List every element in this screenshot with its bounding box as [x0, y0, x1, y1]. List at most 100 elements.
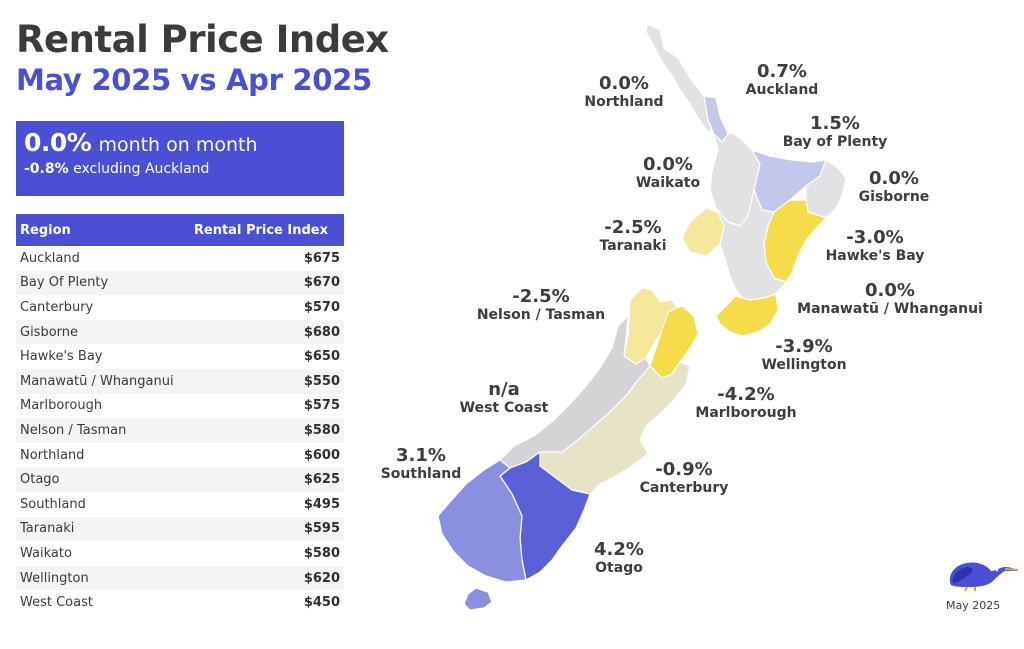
region-canterbury — [539, 361, 691, 495]
table-row: Northland $600 — [16, 443, 344, 468]
index-cell: $625 — [183, 467, 344, 492]
name-marlborough: Marlborough — [695, 405, 797, 421]
rental-index-table: Region Rental Price Index Auckland $675 B… — [16, 214, 344, 615]
region-southland — [437, 459, 527, 583]
region-cell: Waikato — [20, 545, 72, 561]
index-cell: $675 — [303, 250, 340, 266]
pct-canterbury: -0.9% — [655, 459, 713, 480]
region-cell: Marlborough — [20, 398, 103, 414]
region-northland — [645, 23, 721, 133]
region-cell: Canterbury — [20, 299, 94, 315]
label-taranaki: -2.5% Taranaki — [596, 218, 670, 255]
region-cell: Northland — [20, 447, 85, 463]
index-cell: $600 — [303, 447, 340, 463]
pct-wellington: -3.9% — [775, 336, 833, 357]
pct-southland: 3.1% — [396, 445, 446, 466]
index-cell: $650 — [303, 349, 340, 365]
pct-bay-of-plenty: 1.5% — [810, 113, 860, 134]
region-cell: Southland — [20, 496, 86, 512]
column-header-index: Rental Price Index — [183, 214, 344, 246]
kiwi-bird-icon — [949, 562, 1019, 591]
label-bay-of-plenty: 1.5% Bay of Plenty — [782, 114, 888, 151]
label-southland: 3.1% Southland — [378, 446, 464, 483]
region-cell: Gisborne — [16, 319, 184, 345]
pct-marlborough: -4.2% — [717, 384, 775, 405]
name-nelson-tasman: Nelson / Tasman — [476, 307, 606, 323]
region-cell: Hawke's Bay — [20, 349, 103, 365]
summary-sub-label: excluding Auckland — [73, 161, 210, 177]
region-cell: Taranaki — [16, 516, 184, 542]
pct-hawkes-bay: -3.0% — [846, 227, 904, 248]
table-row: Marlborough $575 — [16, 394, 344, 419]
name-auckland: Auckland — [745, 82, 819, 98]
label-canterbury: -0.9% Canterbury — [636, 460, 732, 497]
name-hawkes-bay: Hawke's Bay — [825, 248, 925, 264]
pct-manawatu: 0.0% — [865, 280, 915, 301]
pct-west-coast: n/a — [488, 379, 520, 400]
table-row: Wellington $620 — [16, 565, 344, 591]
pct-northland: 0.0% — [599, 73, 649, 94]
page-subtitle: May 2025 vs Apr 2025 — [16, 63, 372, 97]
table-row: Nelson / Tasman $580 — [16, 418, 344, 443]
index-cell: $450 — [303, 595, 340, 611]
table-row: West Coast $450 — [16, 590, 344, 615]
name-canterbury: Canterbury — [639, 480, 729, 496]
pct-nelson-tasman: -2.5% — [512, 286, 570, 307]
label-gisborne: 0.0% Gisborne — [856, 169, 932, 206]
region-manawatu-whanganui — [715, 189, 787, 301]
label-manawatu: 0.0% Manawatū / Whanganui — [794, 281, 986, 318]
summary-sub-value: -0.8% — [24, 161, 69, 177]
table-row: Otago $625 — [16, 467, 344, 492]
table-row: Auckland $675 — [16, 246, 344, 271]
index-cell: $570 — [303, 299, 340, 315]
region-taranaki — [681, 207, 725, 257]
region-cell: Nelson / Tasman — [16, 418, 184, 443]
summary-label: month on month — [98, 134, 258, 156]
table-row: Manawatū / Whanganui $550 — [16, 368, 344, 394]
table-row: Bay Of Plenty $670 — [16, 270, 344, 296]
name-bay-of-plenty: Bay of Plenty — [782, 134, 888, 150]
column-header-region: Region — [16, 214, 184, 246]
region-cell: Bay Of Plenty — [16, 270, 184, 296]
name-otago: Otago — [595, 560, 643, 576]
name-manawatu: Manawatū / Whanganui — [797, 301, 983, 317]
label-northland: 0.0% Northland — [584, 74, 664, 111]
pct-waikato: 0.0% — [643, 154, 693, 175]
region-cell: Wellington — [16, 565, 184, 591]
table-row: Canterbury $570 — [16, 295, 344, 320]
region-auckland — [703, 95, 729, 143]
region-cell: Otago — [16, 467, 184, 492]
label-nelson-tasman: -2.5% Nelson / Tasman — [474, 287, 608, 324]
name-gisborne: Gisborne — [858, 189, 930, 205]
pct-taranaki: -2.5% — [604, 217, 662, 238]
index-cell: $595 — [183, 516, 344, 542]
index-cell: $575 — [303, 398, 340, 414]
table-row: Hawke's Bay $650 — [16, 344, 344, 369]
region-cell: West Coast — [20, 595, 93, 611]
index-cell: $580 — [303, 545, 340, 561]
label-marlborough: -4.2% Marlborough — [692, 385, 800, 422]
index-cell: $620 — [183, 565, 344, 591]
name-northland: Northland — [584, 94, 664, 110]
label-auckland: 0.7% Auckland — [742, 62, 822, 99]
table-row: Taranaki $595 — [16, 516, 344, 542]
label-wellington: -3.9% Wellington — [758, 337, 850, 374]
name-waikato: Waikato — [635, 175, 701, 191]
summary-value: 0.0% — [24, 128, 92, 157]
label-otago: 4.2% Otago — [586, 540, 652, 577]
name-taranaki: Taranaki — [599, 238, 667, 254]
footer-date: May 2025 — [946, 599, 1001, 612]
index-cell: $580 — [183, 418, 344, 443]
pct-gisborne: 0.0% — [869, 168, 919, 189]
label-west-coast: n/a West Coast — [458, 380, 550, 417]
region-cell: Auckland — [20, 250, 80, 266]
table-header-row: Region Rental Price Index — [16, 214, 344, 246]
pct-otago: 4.2% — [594, 539, 644, 560]
name-southland: Southland — [380, 466, 462, 482]
index-cell: $680 — [183, 319, 344, 345]
label-hawkes-bay: -3.0% Hawke's Bay — [824, 228, 926, 265]
table-row: Waikato $580 — [16, 541, 344, 566]
summary-card: 0.0% month on month -0.8% excluding Auck… — [16, 121, 344, 196]
label-waikato: 0.0% Waikato — [632, 155, 704, 192]
